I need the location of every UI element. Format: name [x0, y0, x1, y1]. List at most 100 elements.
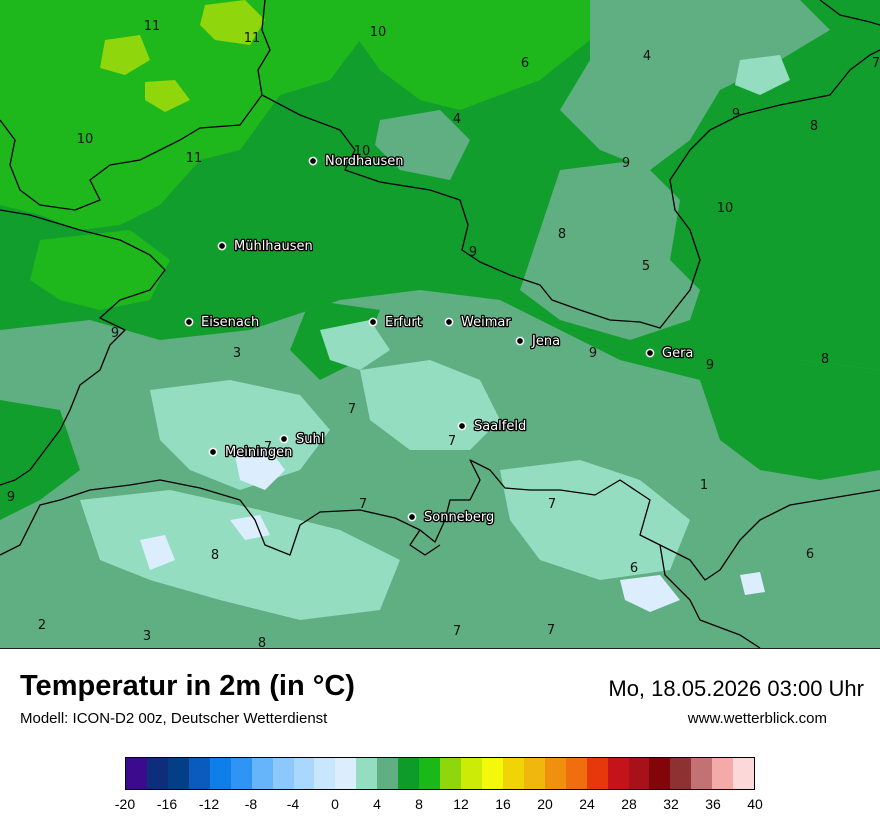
temp-zone-4-8	[560, 0, 830, 170]
model-source: Modell: ICON-D2 00z, Deutscher Wetterdie…	[20, 710, 328, 727]
city-eisenach: Eisenach	[184, 314, 261, 331]
temp-zone-10-12	[30, 230, 170, 310]
colorbar-segment	[607, 758, 629, 789]
grid-value-label: 3	[143, 629, 151, 644]
temp-zone-4-8	[520, 160, 700, 340]
grid-value-label: 6	[806, 547, 814, 562]
colorbar-segment	[691, 758, 713, 789]
temp-zone-2-4	[735, 55, 790, 95]
grid-value-label: 6	[521, 56, 529, 71]
colorbar-tick-label: -16	[156, 796, 178, 812]
colorbar-segment	[272, 758, 294, 789]
temperature-colorbar	[125, 757, 755, 790]
grid-value-label: 10	[370, 25, 387, 40]
colorbar-segment	[649, 758, 671, 789]
temp-zone-8-10	[700, 360, 880, 480]
grid-value-label: 5	[642, 259, 650, 274]
colorbar-segment	[293, 758, 315, 789]
colorbar-segment	[712, 758, 734, 789]
city-suhl: Suhl	[279, 431, 326, 448]
colorbar-tick-label: 28	[621, 796, 637, 812]
grid-value-label: 8	[211, 548, 219, 563]
grid-value-label: 2	[38, 618, 46, 633]
colorbar-segment	[481, 758, 503, 789]
colorbar-segment	[126, 758, 147, 789]
grid-value-label: 9	[706, 358, 714, 373]
city-saalfeld: Saalfeld	[457, 418, 528, 435]
temp-zone-0-2	[235, 450, 285, 490]
temp-zone-0-2	[740, 572, 765, 595]
city-gera: Gera	[645, 345, 695, 362]
grid-value-label: 9	[589, 346, 597, 361]
forecast-datetime: Mo, 18.05.2026 03:00 Uhr	[608, 676, 864, 701]
city-label: Erfurt	[385, 315, 422, 330]
colorbar-segment	[377, 758, 399, 789]
colorbar-segment	[209, 758, 231, 789]
grid-value-label: 4	[643, 49, 651, 64]
grid-value-label: 7	[359, 497, 367, 512]
city-dot-icon	[208, 447, 218, 457]
colorbar-tick-label: -12	[198, 796, 220, 812]
city-label: Weimar	[461, 315, 511, 330]
colorbar-tick-label: 24	[579, 796, 595, 812]
city-markers: Nordhausen Mühlhausen Eisenach Erfurt Weimar…	[184, 153, 695, 526]
grid-value-label: 8	[258, 636, 266, 648]
colorbar-tick-label: 4	[373, 796, 381, 812]
colorbar-segment	[565, 758, 587, 789]
colorbar-segment	[670, 758, 692, 789]
grid-value-label: 7	[348, 402, 356, 417]
colorbar-segment	[733, 758, 755, 789]
grid-value-label: 6	[630, 561, 638, 576]
grid-value-label: 9	[732, 107, 740, 122]
city-sonneberg: Sonneberg	[407, 509, 496, 526]
grid-value-label: 8	[821, 352, 829, 367]
colorbar-tick-label: -20	[114, 796, 136, 812]
grid-value-label: 7	[448, 434, 456, 449]
colorbar-segment	[440, 758, 461, 789]
temp-zone-12	[200, 0, 265, 45]
grid-value-label: 11	[144, 19, 161, 34]
grid-value-label: 7	[453, 624, 461, 639]
state-borders	[0, 0, 880, 648]
colorbar-ticks: -20 -16 -12 -8 -4 0 4 8 12 16 20 24 28 32 36 40	[0, 796, 880, 816]
city-dot-icon	[308, 156, 318, 166]
city-dot-icon	[457, 421, 467, 431]
colorbar-segment	[398, 758, 420, 789]
temp-zone-10-12	[330, 0, 600, 110]
city-nordhausen: Nordhausen	[308, 153, 405, 170]
grid-value-label: 10	[77, 132, 94, 147]
colorbar-segment	[146, 758, 168, 789]
colorbar-segment	[502, 758, 524, 789]
colorbar-tick-label: 16	[495, 796, 511, 812]
city-label: Gera	[662, 346, 693, 361]
value-labels: 11 11 10 6 4 7 10 4 9 8 11 10 9 10 8 9 5 9 3 9 8 9 7 7 7 1 7 9 7 8 6 2 3…	[7, 19, 880, 648]
colorbar-segment	[167, 758, 189, 789]
temp-zone-0-2	[620, 575, 680, 612]
city-label: Saalfeld	[474, 419, 526, 434]
city-dot-icon	[368, 317, 378, 327]
colorbar-segment	[314, 758, 336, 789]
grid-value-label: 9	[469, 245, 477, 260]
city-dot-icon	[184, 317, 194, 327]
city-label: Suhl	[296, 432, 324, 447]
colorbar-segment	[188, 758, 210, 789]
colorbar-tick-label: 20	[537, 796, 553, 812]
colorbar-tick-label: 36	[705, 796, 721, 812]
city-muehlhausen: Mühlhausen	[217, 238, 314, 255]
city-dot-icon	[217, 241, 227, 251]
grid-value-label: 8	[810, 119, 818, 134]
city-dot-icon	[279, 434, 289, 444]
colorbar-segment	[523, 758, 545, 789]
colorbar-tick-label: -8	[244, 796, 258, 812]
colorbar-segment	[230, 758, 252, 789]
grid-value-label: 7	[548, 497, 556, 512]
website-link[interactable]: www.wetterblick.com	[687, 710, 827, 727]
grid-value-label: 9	[111, 326, 119, 341]
colorbar-tick-label: 0	[331, 796, 339, 812]
grid-value-label: 8	[558, 227, 566, 242]
colorbar-segment	[419, 758, 441, 789]
city-erfurt: Erfurt	[368, 314, 423, 331]
grid-value-label: 9	[7, 490, 15, 505]
colorbar-segment	[628, 758, 650, 789]
city-dot-icon	[645, 348, 655, 358]
